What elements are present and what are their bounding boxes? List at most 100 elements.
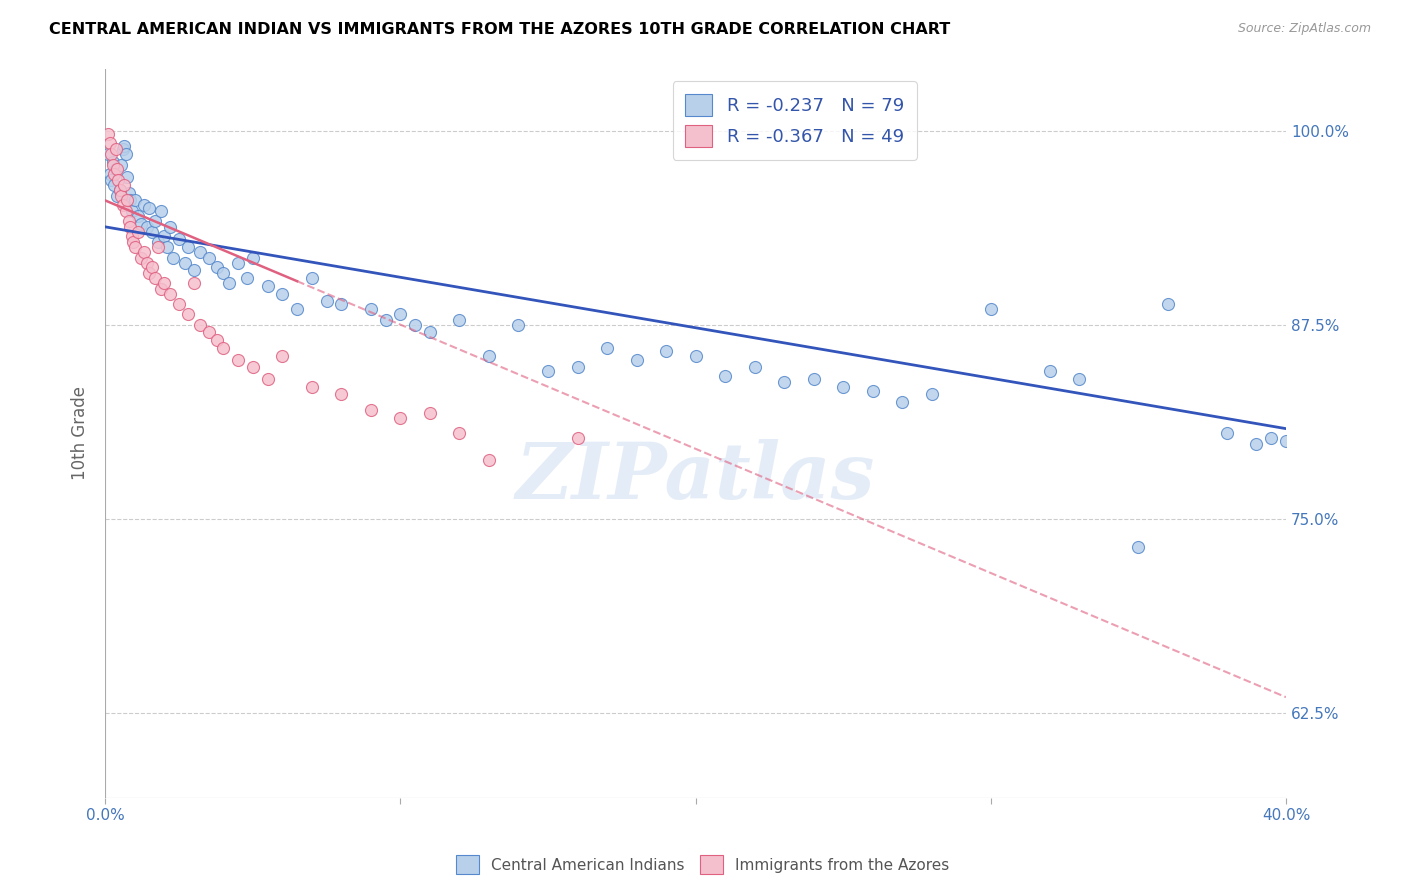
- Point: [226, 255, 249, 269]
- Point: [129, 251, 152, 265]
- Point: [478, 349, 501, 363]
- Point: [862, 384, 884, 399]
- Point: [685, 349, 707, 363]
- Point: [111, 142, 134, 156]
- Point: [150, 204, 173, 219]
- Point: [103, 178, 125, 192]
- Point: [153, 276, 176, 290]
- Point: [145, 271, 167, 285]
- Point: [1216, 426, 1239, 441]
- Point: [98, 167, 121, 181]
- Point: [1260, 431, 1282, 445]
- Point: [537, 364, 560, 378]
- Point: [271, 349, 294, 363]
- Point: [98, 136, 121, 150]
- Point: [141, 225, 163, 239]
- Point: [117, 194, 139, 208]
- Point: [103, 167, 125, 181]
- Y-axis label: 10th Grade: 10th Grade: [72, 386, 89, 480]
- Point: [127, 225, 149, 239]
- Point: [1246, 437, 1268, 451]
- Point: [183, 263, 205, 277]
- Point: [242, 251, 264, 265]
- Point: [197, 326, 219, 340]
- Point: [655, 344, 678, 359]
- Point: [100, 173, 122, 187]
- Point: [124, 194, 146, 208]
- Point: [153, 229, 176, 244]
- Point: [108, 183, 131, 197]
- Point: [744, 359, 766, 374]
- Point: [226, 353, 249, 368]
- Point: [167, 232, 190, 246]
- Point: [138, 201, 160, 215]
- Point: [148, 235, 170, 250]
- Point: [177, 240, 200, 254]
- Point: [197, 251, 219, 265]
- Point: [100, 147, 122, 161]
- Point: [121, 204, 143, 219]
- Point: [832, 380, 855, 394]
- Point: [118, 186, 141, 200]
- Point: [330, 297, 353, 311]
- Point: [207, 260, 229, 275]
- Point: [97, 127, 120, 141]
- Point: [285, 302, 308, 317]
- Point: [111, 198, 134, 212]
- Point: [389, 307, 412, 321]
- Point: [360, 403, 382, 417]
- Point: [256, 372, 278, 386]
- Point: [110, 189, 132, 203]
- Point: [315, 294, 337, 309]
- Point: [104, 162, 127, 177]
- Point: [127, 209, 149, 223]
- Point: [120, 194, 142, 208]
- Point: [104, 142, 127, 156]
- Point: [330, 387, 353, 401]
- Point: [419, 406, 441, 420]
- Point: [921, 387, 943, 401]
- Point: [256, 278, 278, 293]
- Text: ZIPatlas: ZIPatlas: [516, 439, 876, 516]
- Legend: R = -0.237   N = 79, R = -0.367   N = 49: R = -0.237 N = 79, R = -0.367 N = 49: [672, 81, 917, 160]
- Point: [803, 372, 825, 386]
- Point: [135, 255, 157, 269]
- Point: [1128, 540, 1150, 554]
- Point: [159, 219, 181, 234]
- Point: [567, 431, 589, 445]
- Point: [212, 341, 235, 355]
- Point: [115, 147, 138, 161]
- Point: [97, 147, 120, 161]
- Point: [108, 183, 131, 197]
- Point: [132, 244, 155, 259]
- Text: Source: ZipAtlas.com: Source: ZipAtlas.com: [1237, 22, 1371, 36]
- Point: [508, 318, 530, 332]
- Point: [121, 229, 143, 244]
- Text: CENTRAL AMERICAN INDIAN VS IMMIGRANTS FROM THE AZORES 10TH GRADE CORRELATION CHA: CENTRAL AMERICAN INDIAN VS IMMIGRANTS FR…: [49, 22, 950, 37]
- Point: [120, 219, 142, 234]
- Point: [167, 297, 190, 311]
- Point: [714, 368, 737, 383]
- Point: [101, 158, 124, 172]
- Point: [101, 154, 124, 169]
- Point: [122, 235, 145, 250]
- Point: [596, 341, 619, 355]
- Point: [117, 170, 139, 185]
- Point: [301, 380, 323, 394]
- Point: [419, 326, 441, 340]
- Point: [112, 139, 135, 153]
- Legend: Central American Indians, Immigrants from the Azores: Central American Indians, Immigrants fro…: [450, 849, 956, 880]
- Point: [188, 244, 211, 259]
- Point: [212, 267, 235, 281]
- Point: [159, 286, 181, 301]
- Point: [236, 271, 259, 285]
- Point: [1157, 297, 1180, 311]
- Point: [162, 251, 184, 265]
- Point: [478, 452, 501, 467]
- Point: [218, 276, 240, 290]
- Point: [110, 158, 132, 172]
- Point: [1039, 364, 1062, 378]
- Point: [891, 395, 914, 409]
- Point: [360, 302, 382, 317]
- Point: [124, 240, 146, 254]
